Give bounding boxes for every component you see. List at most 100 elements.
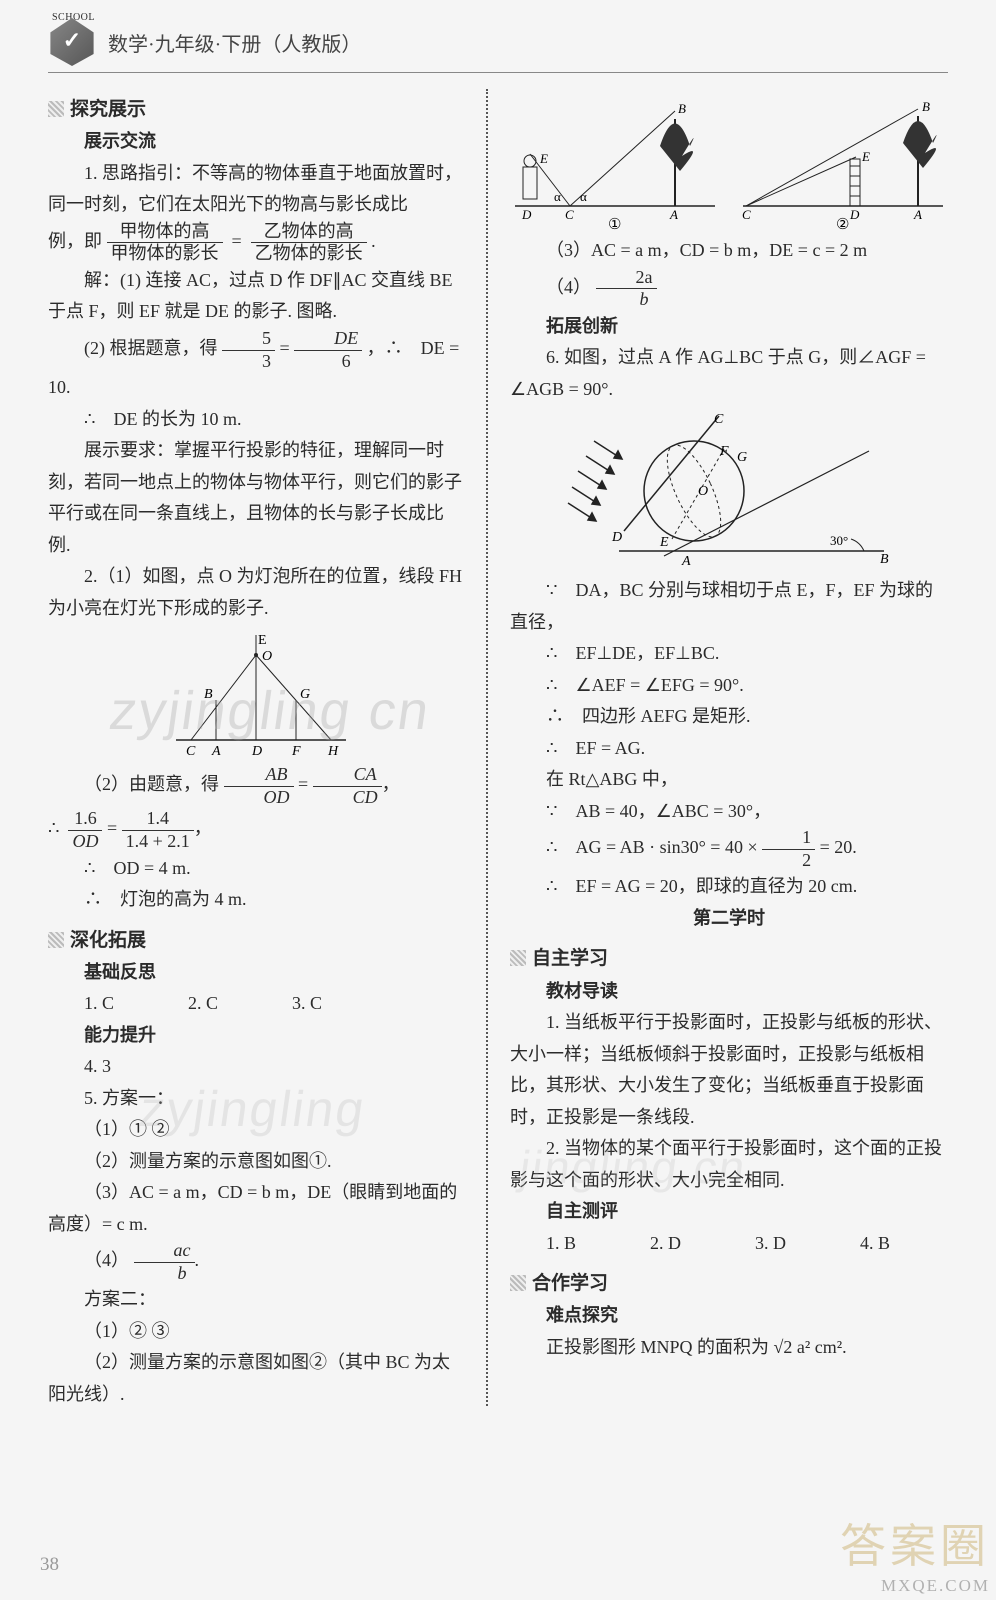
p: 例，即 甲物体的高甲物体的影长 = 乙物体的高乙物体的影长 .: [48, 221, 464, 265]
p: 2. 当物体的某个面平行于投影面时，这个面的正投影与这个面的形状、大小完全相同.: [510, 1133, 948, 1196]
answers-row: 1. C 2. C 3. C: [48, 988, 464, 1020]
p: 展示要求：掌握平行投影的特征，理解同一时刻，若同一地点上的物体与物体平行，则它们…: [48, 435, 464, 561]
tree-diagram-2: E C D A B ②: [738, 91, 948, 231]
sec-title: 自主学习: [532, 948, 608, 969]
p: 方案二：: [48, 1284, 464, 1316]
p: （2）由题意，得 ABOD = CACD，: [48, 764, 464, 808]
sub-title: 基础反思: [48, 957, 464, 989]
lamp-diagram-svg: E O B G C A D F H: [136, 630, 376, 760]
sec-title: 深化拓展: [70, 930, 146, 951]
svg-text:E: E: [861, 149, 870, 164]
square-marker-icon: [510, 1275, 526, 1291]
sub-title: 自主测评: [510, 1196, 948, 1228]
svg-text:D: D: [251, 744, 262, 759]
sub-title: 教材导读: [510, 976, 948, 1008]
p: (2) 根据题意，得 53 = DE6 ，∴ DE = 10.: [48, 328, 464, 404]
p: 正投影图形 MNPQ 的面积为 √2 a² cm².: [510, 1332, 948, 1364]
p: 6. 如图，过点 A 作 AG⊥BC 于点 G，则∠AGF = ∠AGB = 9…: [510, 342, 948, 405]
left-column: 探究展示 展示交流 1. 思路指引：不等高的物体垂直于地面放置时，同一时刻，它们…: [48, 85, 464, 1410]
p: 2.（1）如图，点 O 为灯泡所在的位置，线段 FH 为小亮在灯光下形成的影子.: [48, 561, 464, 624]
p: ∴ DE 的长为 10 m.: [48, 404, 464, 436]
p: （2）测量方案的示意图如图①.: [48, 1146, 464, 1178]
svg-text:C: C: [742, 207, 751, 222]
p: （3）AC = a m，CD = b m，DE（眼睛到地面的高度）= c m.: [48, 1177, 464, 1240]
right-column: E D C A B α α ①: [510, 85, 948, 1410]
svg-text:F: F: [291, 744, 301, 759]
p: 1. 思路指引：不等高的物体垂直于地面放置时，同一时刻，它们在太阳光下的物高与影…: [48, 158, 464, 221]
svg-text:C: C: [565, 207, 574, 222]
svg-text:A: A: [681, 554, 691, 569]
svg-text:D: D: [521, 207, 532, 222]
p: ∴ OD = 4 m.: [48, 853, 464, 885]
p: ∴ AG = AB · sin30° = 40 × 12 = 20.: [510, 827, 948, 871]
sub-title: 展示交流: [48, 126, 464, 158]
p: （4） 2ab: [510, 267, 948, 311]
diagram-trees: E D C A B α α ①: [510, 91, 948, 231]
svg-text:H: H: [327, 744, 339, 759]
p: （2）测量方案的示意图如图②（其中 BC 为太阳光线）.: [48, 1347, 464, 1410]
corner-watermark: 答案圈 MXQE.COM: [840, 1510, 990, 1596]
svg-text:α: α: [580, 189, 587, 204]
diagram-lamp: E O B G C A D F H: [48, 630, 464, 760]
p: ∴ EF = AG.: [510, 733, 948, 765]
svg-text:E: E: [539, 151, 548, 166]
circle-diagram-svg: C D F G O E A B 30°: [564, 411, 894, 571]
svg-text:①: ①: [608, 217, 621, 231]
svg-text:G: G: [737, 450, 747, 465]
svg-text:α: α: [554, 189, 561, 204]
page-header: SCHOOL 数学·九年级·下册（人教版）: [48, 18, 948, 73]
diagram-circle: C D F G O E A B 30°: [510, 411, 948, 571]
school-logo-icon: [48, 18, 96, 66]
tree-diagram-1: E D C A B α α ①: [510, 91, 720, 231]
p: ∴ 灯泡的高为 4 m.: [48, 884, 464, 916]
svg-text:O: O: [262, 649, 272, 664]
svg-text:E: E: [258, 633, 267, 648]
p: （3）AC = a m，CD = b m，DE = c = 2 m: [510, 235, 948, 267]
p: ∴ EF⊥DE，EF⊥BC.: [510, 638, 948, 670]
svg-text:O: O: [698, 484, 708, 499]
svg-text:C: C: [714, 412, 724, 427]
svg-text:B: B: [204, 687, 213, 702]
sub-title: 拓展创新: [510, 311, 948, 343]
svg-text:30°: 30°: [830, 533, 848, 548]
svg-text:A: A: [211, 744, 221, 759]
sub-title: 能力提升: [48, 1020, 464, 1052]
p: （1）① ②: [48, 1114, 464, 1146]
svg-text:C: C: [186, 744, 196, 759]
svg-text:E: E: [659, 535, 669, 550]
answers-row: 1. B 2. D 3. D 4. B: [510, 1228, 948, 1260]
svg-text:D: D: [849, 207, 860, 222]
svg-text:D: D: [611, 530, 622, 545]
square-marker-icon: [48, 932, 64, 948]
sec-title: 探究展示: [70, 99, 146, 120]
svg-text:B: B: [922, 99, 930, 114]
p: ∴ 1.6OD = 1.41.4 + 2.1，: [48, 808, 464, 852]
p: 4. 3: [48, 1051, 464, 1083]
page-title: 数学·九年级·下册（人教版）: [108, 28, 361, 57]
p: 5. 方案一：: [48, 1083, 464, 1115]
p: ∴ ∠AEF = ∠EFG = 90°.: [510, 670, 948, 702]
square-marker-icon: [48, 101, 64, 117]
svg-text:G: G: [300, 687, 310, 702]
svg-text:A: A: [913, 207, 922, 222]
svg-text:B: B: [880, 552, 889, 567]
section-center: 第二学时: [510, 903, 948, 935]
p: （1）② ③: [48, 1316, 464, 1348]
p: ∴ EF = AG = 20，即球的直径为 20 cm.: [510, 871, 948, 903]
page-number: 38: [40, 1554, 59, 1576]
column-divider: [486, 89, 488, 1406]
p: 解：(1) 连接 AC，过点 D 作 DF∥AC 交直线 BE 于点 F，则 E…: [48, 265, 464, 328]
svg-text:F: F: [719, 444, 729, 459]
p: （4） acb.: [48, 1240, 464, 1284]
svg-text:②: ②: [836, 217, 849, 231]
p: ∵ AB = 40，∠ABC = 30°，: [510, 796, 948, 828]
p: 1. 当纸板平行于投影面时，正投影与纸板的形状、大小一样；当纸板倾斜于投影面时，…: [510, 1007, 948, 1133]
p: ∵ DA，BC 分别与球相切于点 E，F，EF 为球的直径，: [510, 575, 948, 638]
sec-title: 合作学习: [532, 1273, 608, 1294]
square-marker-icon: [510, 950, 526, 966]
p: ∴ 四边形 AEFG 是矩形.: [510, 701, 948, 733]
sub-title: 难点探究: [510, 1300, 948, 1332]
svg-text:A: A: [669, 207, 678, 222]
svg-text:B: B: [678, 101, 686, 116]
p: 在 Rt△ABG 中，: [510, 764, 948, 796]
